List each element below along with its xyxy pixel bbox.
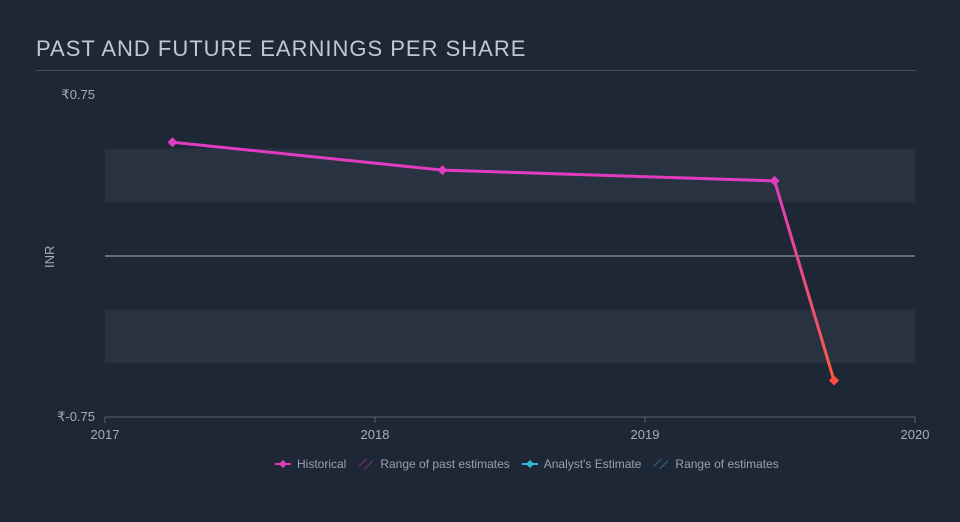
legend-label: Range of estimates xyxy=(675,457,778,471)
x-tick-label: 2019 xyxy=(631,427,660,442)
x-tick-label: 2018 xyxy=(361,427,390,442)
plot-band xyxy=(105,149,915,203)
x-tick-label: 2020 xyxy=(901,427,930,442)
legend-label: Historical xyxy=(297,457,346,471)
hatch-icon xyxy=(358,458,374,470)
chart-plot: 2017 2018 2019 2020 ₹-0.75 ₹0.75 xyxy=(0,0,960,522)
legend: Historical Range of past estimates Analyst… xyxy=(275,457,779,471)
legend-item: Range of past estimates xyxy=(358,457,509,471)
legend-label: Analyst's Estimate xyxy=(544,457,642,471)
x-tick-label: 2017 xyxy=(91,427,120,442)
projection-end-marker-icon xyxy=(829,376,839,386)
plot-band xyxy=(105,310,915,364)
y-tick-label: ₹0.75 xyxy=(61,87,95,102)
y-tick-label: ₹-0.75 xyxy=(57,409,95,424)
diamond-icon xyxy=(275,458,291,470)
legend-item: Analyst's Estimate xyxy=(522,457,642,471)
historical-marker-icon xyxy=(168,137,178,147)
diamond-icon xyxy=(522,458,538,470)
hatch-icon xyxy=(653,458,669,470)
legend-item: Range of estimates xyxy=(653,457,778,471)
legend-item: Historical xyxy=(275,457,346,471)
legend-label: Range of past estimates xyxy=(380,457,509,471)
